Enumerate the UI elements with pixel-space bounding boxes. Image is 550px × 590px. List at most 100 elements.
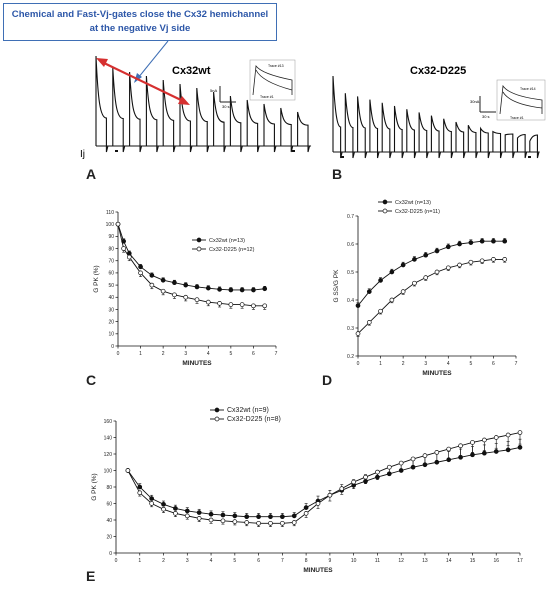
data-point-E bbox=[398, 460, 404, 466]
y-tick-label-C: 20 bbox=[108, 319, 114, 325]
y-axis-label-D: G SS/G PK bbox=[333, 269, 340, 303]
data-point-E bbox=[303, 505, 309, 510]
y-tick-label-E: 40 bbox=[106, 518, 112, 524]
data-point-E bbox=[232, 513, 238, 519]
callout-pointer bbox=[137, 40, 169, 79]
data-point-E bbox=[280, 520, 285, 526]
series-line-E-1 bbox=[127, 432, 521, 524]
data-point-D bbox=[412, 257, 417, 262]
legend-label-C: Cx32wt (n=13) bbox=[209, 238, 245, 244]
panel-letter-e: E bbox=[86, 568, 96, 584]
data-point-E bbox=[351, 479, 356, 485]
legend-marker-E bbox=[214, 416, 220, 422]
data-point-D bbox=[378, 308, 383, 314]
data-point-E bbox=[327, 492, 333, 498]
y-tick-label-E: 140 bbox=[104, 435, 113, 441]
x-tick-label-E: 0 bbox=[115, 558, 118, 564]
data-point-E bbox=[244, 520, 250, 525]
x-axis-label-D: MINUTES bbox=[422, 370, 452, 377]
data-point-E bbox=[196, 515, 202, 521]
data-point-D bbox=[366, 320, 372, 325]
data-point-E bbox=[161, 506, 166, 512]
x-tick-label-E: 7 bbox=[281, 558, 284, 564]
y-tick-label-D: 0.2 bbox=[347, 354, 354, 360]
panel-letter-c: C bbox=[86, 372, 97, 388]
legend-marker-C bbox=[196, 246, 202, 252]
data-point-C bbox=[239, 302, 245, 307]
data-point-C bbox=[228, 287, 234, 293]
data-point-E bbox=[291, 513, 297, 519]
series-line-C-0 bbox=[117, 224, 265, 291]
callout-line-1: Chemical and Fast-Vj-gates close the Cx3… bbox=[11, 9, 269, 20]
data-point-D bbox=[366, 289, 372, 294]
data-point-D bbox=[389, 269, 395, 275]
data-point-E bbox=[268, 520, 273, 526]
x-tick-label-E: 12 bbox=[398, 558, 404, 564]
data-point-E bbox=[422, 453, 428, 458]
data-point-D bbox=[502, 257, 508, 262]
panel-letter-a: A bbox=[86, 166, 97, 182]
x-tick-label-E: 15 bbox=[470, 558, 476, 564]
data-point-E bbox=[184, 513, 190, 519]
scale-current-a: 5nA bbox=[210, 88, 217, 93]
data-point-D bbox=[479, 238, 485, 244]
data-point-E bbox=[208, 517, 214, 523]
data-point-C bbox=[183, 294, 189, 300]
y-tick-label-D: 0.6 bbox=[347, 242, 354, 248]
x-tick-label-C: 7 bbox=[275, 351, 278, 357]
data-point-E bbox=[434, 450, 440, 455]
legend-label-D: Cx32wt (n=13) bbox=[395, 200, 431, 206]
data-point-C bbox=[138, 270, 143, 276]
data-point-E bbox=[458, 443, 463, 449]
data-point-C bbox=[239, 287, 245, 293]
x-tick-label-D: 3 bbox=[424, 361, 427, 367]
y-tick-label-C: 10 bbox=[108, 332, 114, 338]
x-tick-label-D: 4 bbox=[447, 361, 450, 367]
data-point-C bbox=[251, 287, 256, 293]
data-point-E bbox=[386, 464, 392, 470]
scale-time-b: 30 s bbox=[482, 114, 490, 119]
data-point-C bbox=[228, 302, 234, 307]
y-tick-label-E: 120 bbox=[104, 452, 113, 458]
data-point-E bbox=[291, 520, 297, 525]
data-point-E bbox=[196, 510, 202, 515]
chart-c: 0 10 20 30 40 50 60 70 80 90 100 110 0 1 2 3 4 5 6 7 MINUTES… bbox=[93, 210, 278, 367]
annotation-callout: Chemical and Fast-Vj-gates close the Cx3… bbox=[3, 3, 277, 41]
data-point-E bbox=[220, 512, 226, 518]
data-point-E bbox=[303, 511, 309, 516]
data-point-E bbox=[208, 511, 214, 517]
legend-label-E: Cx32-D225 (n=8) bbox=[227, 416, 281, 423]
data-point-D bbox=[423, 275, 429, 280]
data-point-D bbox=[491, 257, 496, 262]
data-point-D bbox=[491, 238, 496, 244]
data-point-D bbox=[400, 289, 406, 294]
series-line-D-0 bbox=[357, 240, 505, 306]
panel-letter-b: B bbox=[332, 166, 343, 182]
y-tick-label-C: 50 bbox=[108, 283, 114, 289]
stim-marker-a1 bbox=[115, 150, 118, 152]
data-point-C bbox=[262, 303, 268, 309]
inset-b-trace-bottom: Trace #1 bbox=[510, 116, 524, 120]
x-tick-label-E: 1 bbox=[138, 558, 141, 564]
x-tick-label-E: 9 bbox=[328, 558, 331, 564]
data-point-E bbox=[505, 447, 511, 453]
data-point-D bbox=[502, 238, 508, 244]
y-tick-label-C: 0 bbox=[111, 344, 114, 350]
inset-a-trace-bottom: Trace #1 bbox=[260, 95, 274, 99]
inset-a: Trace #13 Trace #1 bbox=[249, 59, 296, 101]
data-point-E bbox=[161, 501, 166, 507]
x-tick-label-C: 0 bbox=[117, 351, 120, 357]
x-tick-label-C: 3 bbox=[184, 351, 187, 357]
data-point-D bbox=[412, 280, 417, 286]
x-axis-label-C: MINUTES bbox=[182, 360, 212, 367]
x-tick-label-C: 5 bbox=[229, 351, 232, 357]
data-point-C bbox=[138, 264, 143, 270]
data-point-E bbox=[125, 468, 131, 473]
data-point-E bbox=[363, 474, 368, 480]
data-point-E bbox=[149, 496, 154, 501]
inset-a-trace-top: Trace #13 bbox=[268, 64, 284, 68]
legend-marker-D bbox=[382, 208, 388, 214]
scale-bar-a: 5nA 30 s bbox=[210, 86, 236, 109]
panel-b-title: Cx32-D225 bbox=[410, 65, 466, 77]
data-point-E bbox=[482, 450, 487, 456]
